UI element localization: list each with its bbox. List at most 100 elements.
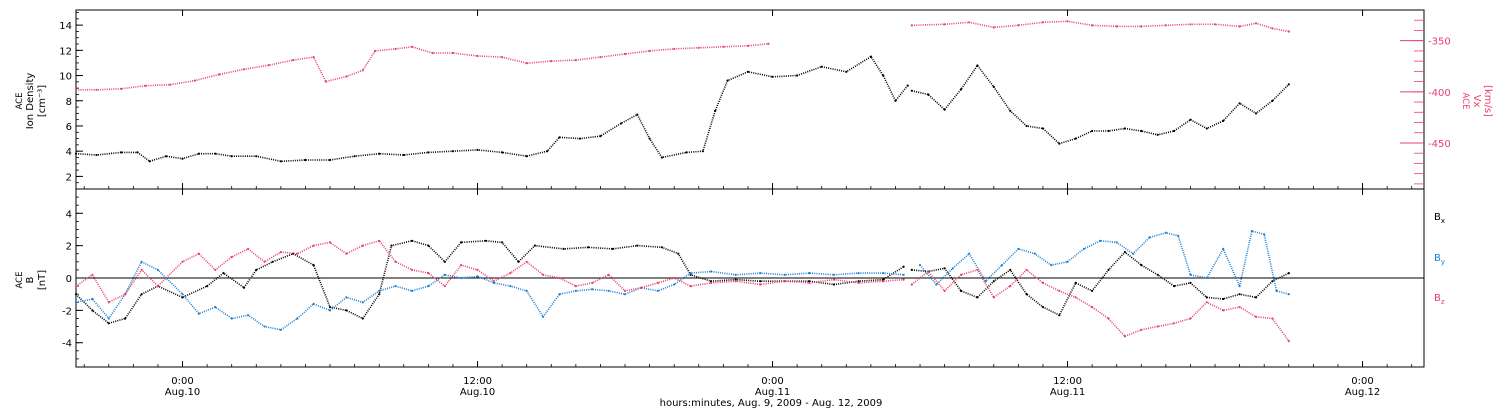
- field-by-series-point: [689, 272, 692, 275]
- legend-bx-name: B: [1434, 212, 1441, 223]
- field-bz-series-point: [509, 272, 512, 275]
- ion-density-series-point: [1222, 119, 1225, 122]
- ion-density-series-point: [476, 148, 479, 151]
- field-by-series-point: [558, 293, 561, 296]
- velocity-series-point: [550, 60, 553, 63]
- field-by-series-point: [328, 309, 332, 312]
- field-by-series-point: [427, 285, 430, 288]
- field-bz-series-point: [427, 272, 430, 275]
- ion-density-series-point: [378, 152, 381, 155]
- ion-density-series-point: [959, 88, 963, 91]
- velocity-ylabel-line3: [km/s]: [1482, 85, 1493, 117]
- field-bz-series-point: [1123, 335, 1126, 338]
- field-ytick-label: 0: [66, 274, 72, 285]
- velocity-ytick-label: -350: [1428, 37, 1451, 48]
- x-tick-label-time: 12:00: [1053, 376, 1082, 387]
- field-by-series-point: [197, 312, 200, 315]
- field-bx-series-point: [943, 267, 946, 270]
- velocity-series-trace: [911, 20, 1289, 33]
- velocity-series-point: [74, 88, 78, 91]
- field-bz-series-point: [976, 268, 979, 271]
- velocity-ytick-label: -450: [1428, 139, 1451, 150]
- field-by-series-point: [1189, 273, 1192, 276]
- density-ytick-label: 12: [59, 46, 72, 57]
- field-bx-series-point: [345, 309, 348, 312]
- field-bz-series-point: [1205, 301, 1208, 304]
- field-bx-series-point: [1271, 280, 1274, 283]
- field-bz-series-point: [91, 273, 94, 276]
- field-bz-series-point: [378, 239, 381, 242]
- field-by-series-point: [74, 301, 78, 304]
- ion-density-series-point: [1091, 129, 1094, 133]
- field-bz-series-point: [1156, 325, 1159, 328]
- density-ytick-label: 4: [66, 147, 72, 158]
- field-bz-series-point: [1254, 315, 1258, 318]
- ion-density-series-point: [197, 152, 200, 155]
- ion-density-series-point: [279, 160, 282, 163]
- field-bz-series-point: [345, 252, 348, 255]
- field-bz-series-point: [296, 252, 299, 255]
- legend-by-sub: y: [1441, 258, 1445, 266]
- field-bz-series-point: [902, 278, 905, 281]
- ion-density-series-point: [328, 158, 332, 162]
- ion-density-series-point: [726, 79, 729, 82]
- field-bx-series-point: [390, 244, 393, 247]
- field-by-series-point: [492, 281, 495, 284]
- velocity-series-point: [1091, 24, 1094, 27]
- ion-density-series-point: [845, 70, 848, 73]
- field-by-series-point: [378, 289, 381, 292]
- field-bz-series-point: [361, 244, 364, 247]
- field-bx-series-point: [1156, 273, 1159, 276]
- ion-density-series-point: [1238, 102, 1241, 105]
- velocity-series-point: [1213, 23, 1217, 26]
- field-by-series-point: [1066, 260, 1069, 263]
- field-by-series-point: [623, 293, 627, 296]
- velocity-series-point: [267, 64, 270, 67]
- field-ytick-label: -4: [62, 339, 72, 350]
- field-bx-series-point: [857, 280, 860, 283]
- field-bz-series-point: [623, 289, 627, 292]
- field-bz-series-point: [1091, 306, 1094, 309]
- velocity-series-point: [623, 52, 627, 56]
- field-bx-series-point: [517, 260, 520, 263]
- velocity-series-point: [992, 26, 995, 29]
- field-bx-series-point: [882, 278, 885, 281]
- ion-density-series-point: [1058, 142, 1061, 145]
- velocity-series-point: [361, 69, 364, 72]
- field-bz-series-point: [492, 280, 495, 283]
- field-by-series-point: [808, 272, 811, 275]
- field-bx-series-point: [271, 260, 274, 263]
- field-bx-series-point: [660, 246, 664, 249]
- ion-density-series-point: [165, 155, 168, 158]
- field-by-series-point: [1164, 231, 1167, 234]
- field-bx-series-point: [1287, 272, 1290, 275]
- legend-bx: Bx: [1434, 212, 1445, 225]
- ion-density-series-point: [910, 89, 913, 92]
- field-bz-series-point: [673, 276, 676, 280]
- magnetic-field-panel: 4 2 0 -2 -4: [62, 188, 1425, 368]
- velocity-series-point: [374, 49, 377, 53]
- field-bx-series-point: [1238, 293, 1241, 296]
- field-ylabel-line1: ACE: [15, 272, 25, 289]
- ion-density-series-point: [648, 137, 651, 140]
- field-bz-series-point: [197, 252, 200, 255]
- velocity-series-point: [648, 49, 651, 53]
- field-bz-series-point: [525, 260, 528, 263]
- field-bz-series-point: [832, 278, 836, 281]
- ion-density-series-point: [599, 135, 602, 138]
- field-bz-series-point: [1173, 322, 1176, 325]
- field-bz-series-point: [1009, 285, 1012, 288]
- field-bx-series-point: [1009, 268, 1012, 271]
- legend-bz-name: B: [1434, 293, 1441, 304]
- velocity-series-point: [394, 47, 397, 51]
- velocity-series-point: [476, 54, 479, 58]
- legend-by-name: B: [1434, 253, 1441, 264]
- ion-density-series-point: [255, 155, 258, 158]
- velocity-series-point: [722, 45, 725, 48]
- field-by-series-point: [1017, 247, 1020, 250]
- field-bx-series-point: [361, 317, 364, 320]
- velocity-ylabel-line2: Vx: [1471, 95, 1482, 108]
- field-bz-series-point: [107, 301, 110, 304]
- velocity-series-point: [95, 88, 98, 91]
